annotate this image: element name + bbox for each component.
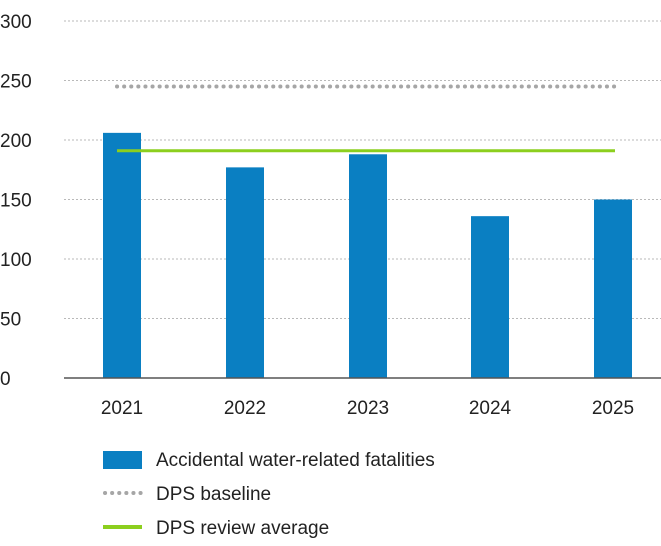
x-tick-label: 2023 <box>347 398 389 419</box>
legend-label: DPS review average <box>156 518 329 539</box>
bar-2024 <box>471 216 509 378</box>
bar-2022 <box>226 167 264 378</box>
x-axis-ticks: 2021 2022 2023 2024 2025 <box>101 398 634 419</box>
legend-label: Accidental water-related fatalities <box>156 450 435 471</box>
legend: Accidental water-related fatalities DPS b… <box>103 450 435 539</box>
bar-2021 <box>103 132 141 378</box>
y-tick-label: 50 <box>0 310 21 331</box>
x-tick-label: 2025 <box>592 398 634 419</box>
x-tick-label: 2021 <box>101 398 143 419</box>
y-axis-ticks: 0 50 100 150 200 250 300 <box>0 12 32 390</box>
y-tick-label: 200 <box>0 131 32 152</box>
y-tick-label: 300 <box>0 12 32 33</box>
reference-lines <box>115 84 617 153</box>
bars <box>103 132 632 378</box>
legend-swatch-bar <box>103 451 142 469</box>
legend-label: DPS baseline <box>156 484 271 505</box>
bar-2025 <box>594 199 632 378</box>
grid-lines <box>64 20 661 319</box>
y-tick-label: 0 <box>0 369 11 390</box>
y-tick-label: 100 <box>0 250 32 271</box>
y-tick-label: 250 <box>0 72 32 93</box>
bar-2023 <box>349 154 387 378</box>
x-tick-label: 2024 <box>469 398 512 419</box>
y-tick-label: 150 <box>0 191 32 212</box>
x-tick-label: 2022 <box>224 398 266 419</box>
